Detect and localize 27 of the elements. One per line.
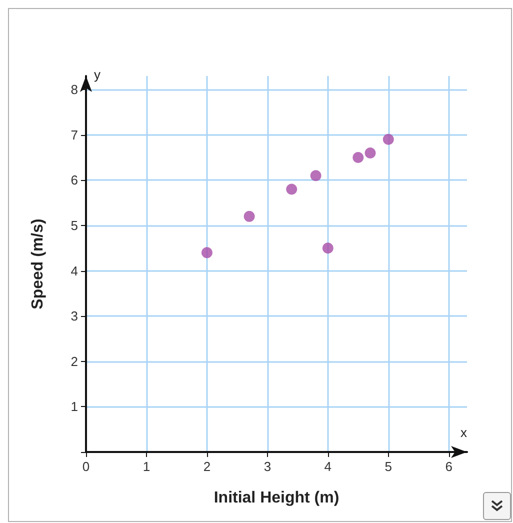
y-tick-label: 7 bbox=[70, 127, 78, 142]
y-tick-label: 8 bbox=[70, 82, 78, 98]
x-tick-label: 1 bbox=[142, 459, 150, 474]
point bbox=[352, 152, 364, 164]
x-tick-label: 4 bbox=[324, 459, 332, 474]
point bbox=[364, 148, 376, 159]
y-tick-label: 5 bbox=[70, 218, 78, 233]
y-tick-label: 6 bbox=[70, 172, 78, 188]
annotation: x bbox=[460, 425, 468, 440]
x-tick-label: 2 bbox=[203, 459, 211, 474]
point bbox=[244, 210, 255, 222]
y-axis-title: Speed (m/s) bbox=[30, 218, 46, 310]
x-tick-label: 0 bbox=[82, 459, 90, 474]
point bbox=[382, 134, 394, 145]
y-tick-label: 4 bbox=[70, 263, 78, 278]
x-axis-title: Initial Height (m) bbox=[214, 490, 340, 506]
y-tick-label: 2 bbox=[70, 354, 78, 369]
point bbox=[322, 242, 334, 254]
x-tick-label: 5 bbox=[384, 459, 392, 474]
y-tick-label: 3 bbox=[70, 308, 78, 324]
x-tick-label: 6 bbox=[445, 459, 452, 474]
x-tick-label: 3 bbox=[264, 459, 272, 474]
annotation: y bbox=[94, 67, 101, 82]
point bbox=[310, 170, 322, 182]
y-tick-label: 1 bbox=[70, 399, 78, 414]
point bbox=[286, 184, 298, 195]
point bbox=[201, 247, 212, 258]
